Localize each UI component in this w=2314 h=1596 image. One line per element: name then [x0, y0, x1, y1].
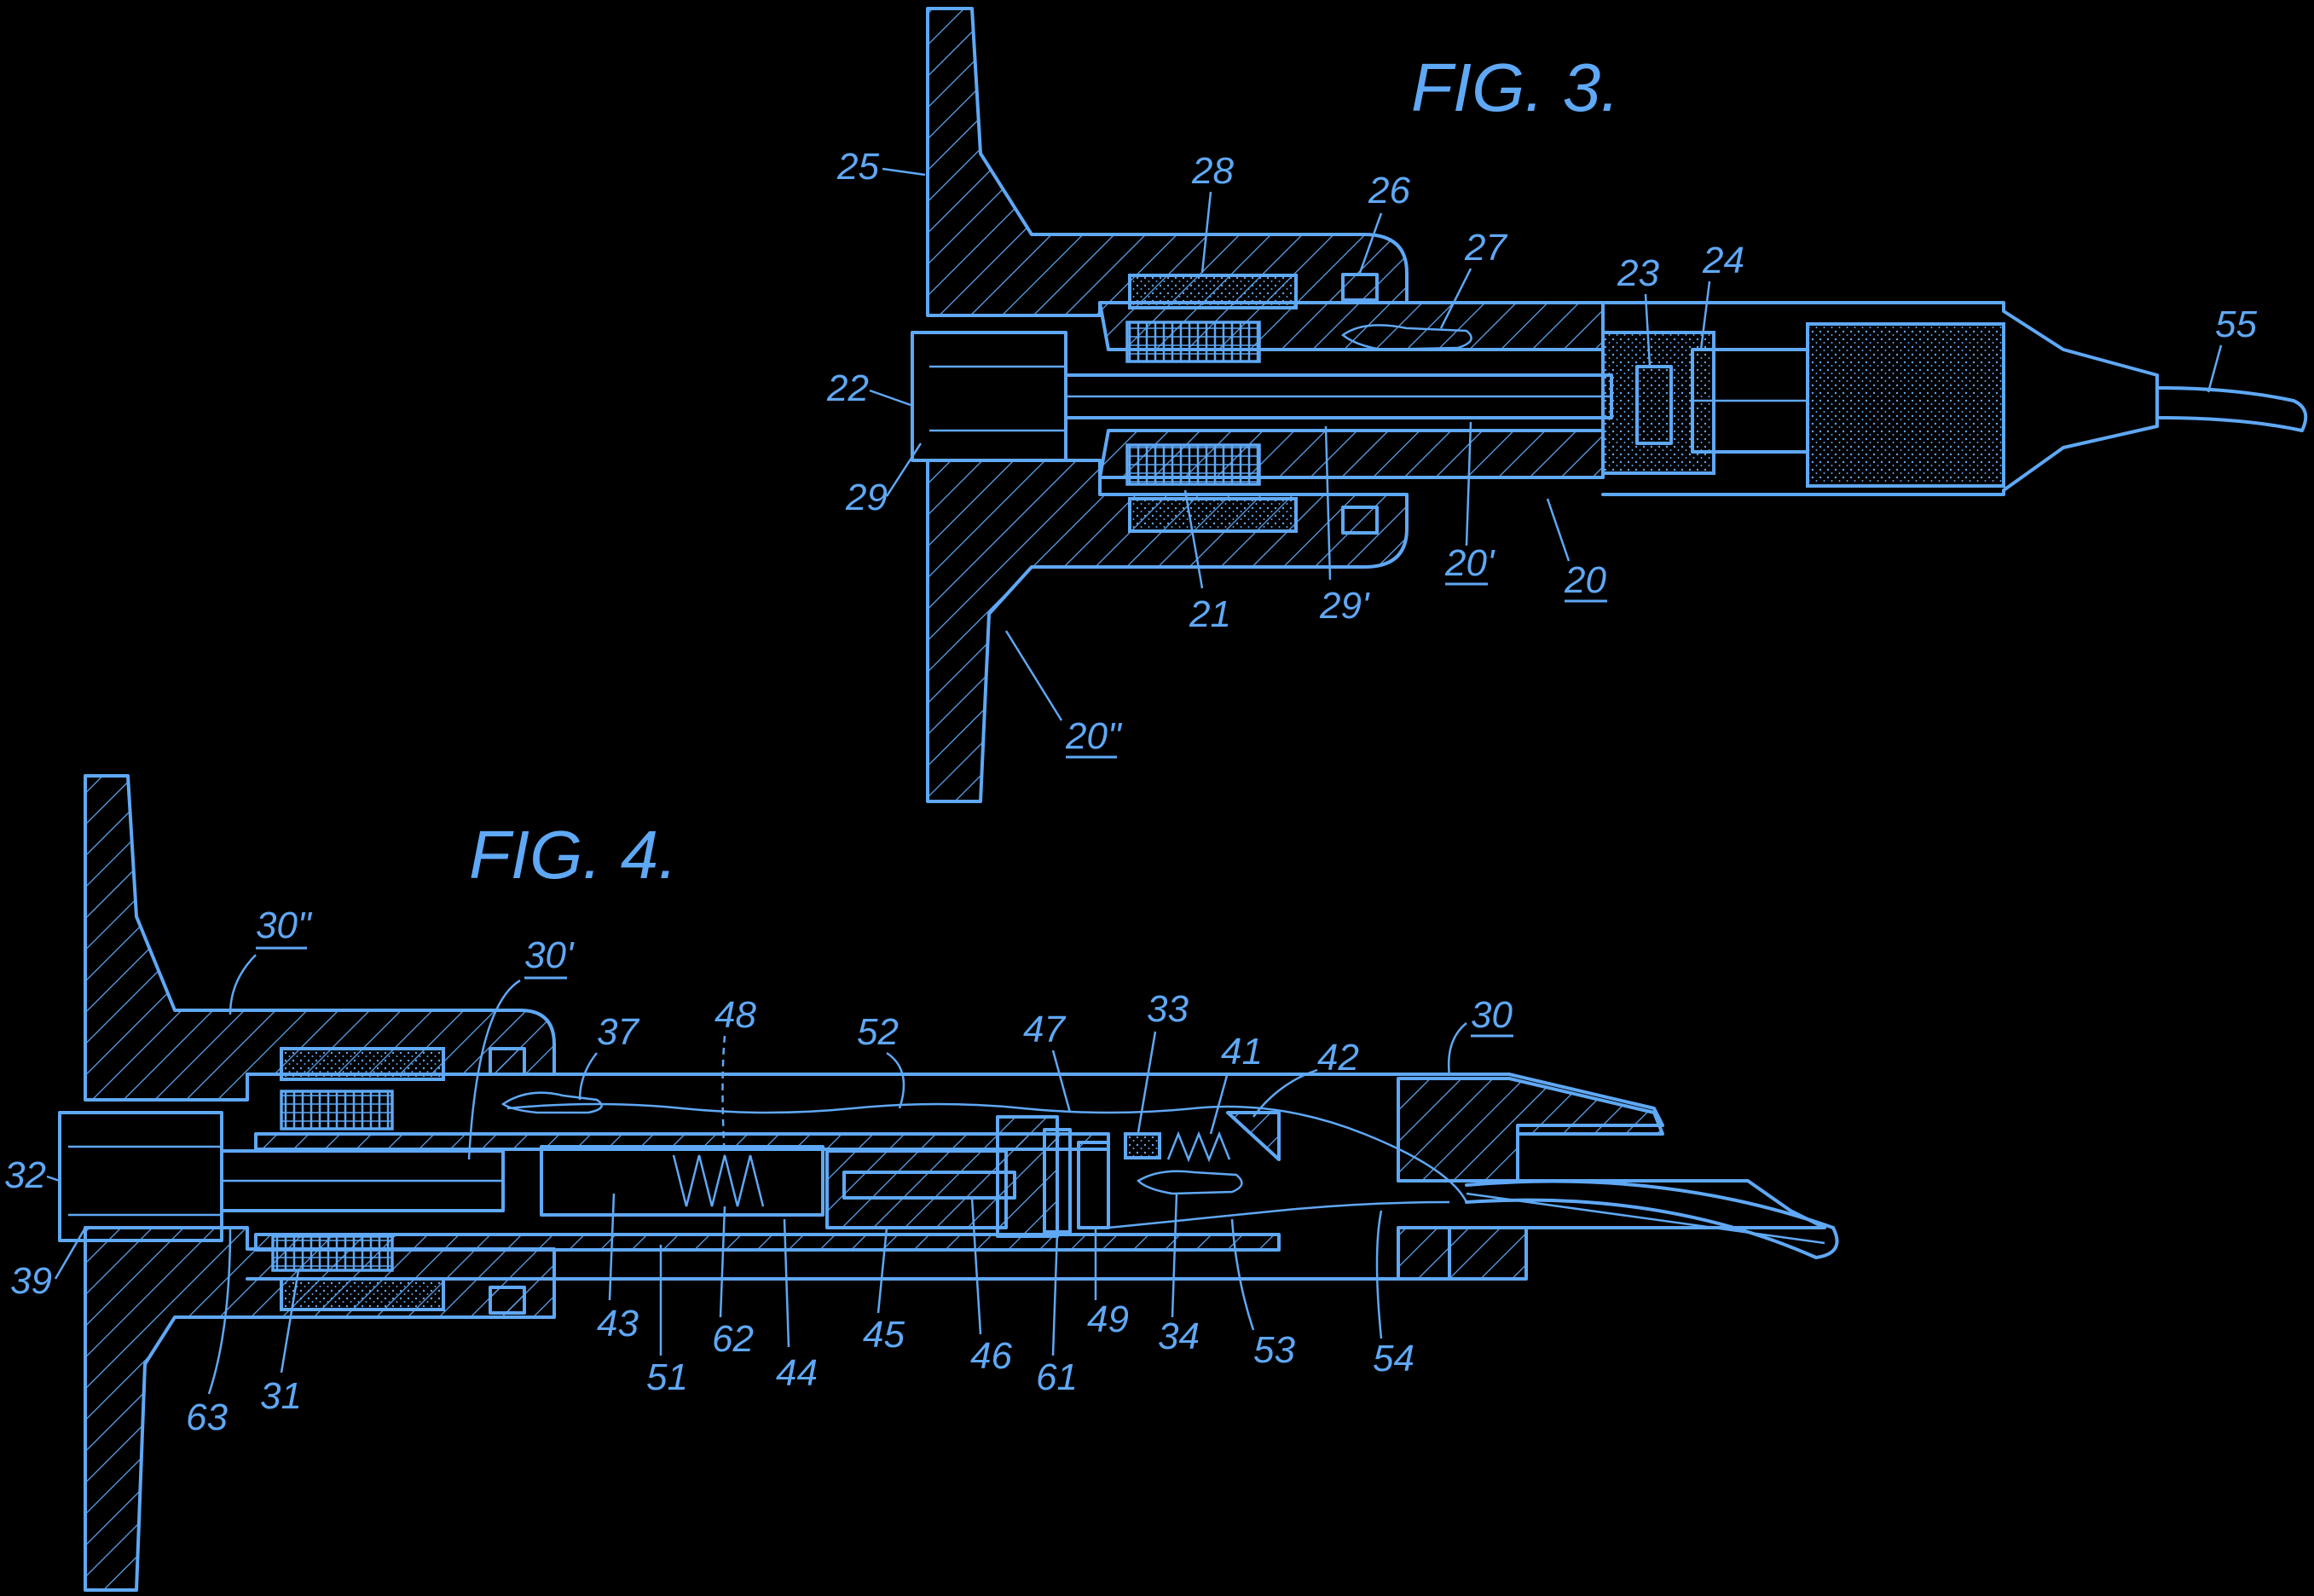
fig3-coil-21-lower — [1127, 445, 1259, 484]
label-53: 53 — [1253, 1329, 1295, 1371]
fig4-chamber-43 — [541, 1147, 823, 1215]
fig4-body-47 — [998, 1117, 1057, 1236]
label-28: 28 — [1191, 150, 1234, 192]
fig4-collar-45 — [827, 1151, 1006, 1228]
label-30-prime: 30' — [524, 934, 575, 976]
fig4-spring-62 — [674, 1155, 763, 1206]
fig4-magnet-upper — [281, 1049, 443, 1079]
fig3-magnet-28-upper — [1130, 275, 1296, 308]
label-47: 47 — [1023, 1009, 1066, 1050]
label-41: 41 — [1221, 1031, 1263, 1073]
fig4-magnet-lower — [281, 1279, 443, 1310]
label-29: 29 — [845, 477, 888, 518]
label-54: 54 — [1373, 1338, 1414, 1379]
fig3-coil-21-upper — [1127, 322, 1259, 361]
label-30-double-prime: 30" — [256, 905, 313, 946]
fig4-wire-53 — [1108, 1202, 1449, 1228]
label-26: 26 — [1368, 170, 1410, 211]
fig3-magnet-28-lower — [1130, 499, 1296, 531]
fig4-disc-49 — [1079, 1142, 1108, 1228]
label-22: 22 — [826, 367, 869, 409]
fig4-spring-41 — [1168, 1134, 1229, 1159]
fig4-part-33 — [1125, 1134, 1160, 1158]
label-63: 63 — [186, 1396, 228, 1438]
label-55: 55 — [2215, 304, 2257, 345]
fig4-block-upper — [490, 1049, 524, 1074]
label-45: 45 — [863, 1314, 905, 1356]
fig4-part-42 — [1228, 1113, 1279, 1159]
label-20-prime: 20' — [1444, 542, 1495, 584]
label-25: 25 — [836, 146, 879, 188]
label-46: 46 — [970, 1335, 1012, 1377]
fig4-reed-34 — [1138, 1171, 1241, 1194]
fig3-knob-22 — [912, 332, 1066, 460]
label-20: 20 — [1564, 559, 1606, 601]
label-52: 52 — [857, 1011, 899, 1053]
fig4-reed-37 — [503, 1093, 602, 1113]
fig3-flange-upper — [928, 9, 1407, 315]
label-39: 39 — [10, 1260, 52, 1302]
label-34: 34 — [1158, 1316, 1200, 1357]
label-51: 51 — [646, 1356, 688, 1398]
fig3-cable-55 — [2157, 388, 2305, 431]
fig4-coil-31-lower — [273, 1236, 392, 1270]
label-61: 61 — [1036, 1356, 1078, 1398]
fig4-assembly: FIG. 4. — [60, 776, 1837, 1590]
label-30: 30 — [1471, 994, 1513, 1036]
label-43: 43 — [597, 1303, 639, 1344]
fig4-knob-32 — [60, 1113, 222, 1240]
label-27: 27 — [1464, 227, 1507, 269]
fig4-nose-lower — [1398, 1228, 1526, 1279]
label-21: 21 — [1189, 593, 1231, 635]
label-33: 33 — [1147, 988, 1189, 1030]
label-29-prime: 29' — [1319, 585, 1370, 627]
label-62: 62 — [712, 1318, 754, 1360]
label-20-double-prime: 20" — [1065, 715, 1123, 757]
fig3-title: FIG. 3. — [1411, 49, 1620, 125]
fig3-assembly: FIG. 3. — [912, 9, 2305, 801]
fig4-coil-31-upper — [281, 1091, 392, 1129]
label-48: 48 — [714, 994, 756, 1036]
fig4-labels: 30" 30' 37 48 52 47 33 41 42 30 32 39 63… — [4, 905, 1513, 1438]
label-44: 44 — [776, 1352, 818, 1394]
label-23: 23 — [1617, 252, 1659, 294]
fig4-block-lower — [490, 1287, 524, 1313]
label-32: 32 — [4, 1154, 46, 1196]
label-24: 24 — [1702, 240, 1744, 281]
label-42: 42 — [1317, 1037, 1359, 1078]
label-37: 37 — [597, 1011, 639, 1053]
fig4-title: FIG. 4. — [469, 817, 678, 893]
label-49: 49 — [1087, 1298, 1129, 1340]
fig4-tube-lower — [256, 1235, 1279, 1250]
fig4-nose-upper — [1398, 1078, 1663, 1181]
fig3-chamber — [1808, 324, 2004, 486]
label-31: 31 — [260, 1375, 302, 1417]
